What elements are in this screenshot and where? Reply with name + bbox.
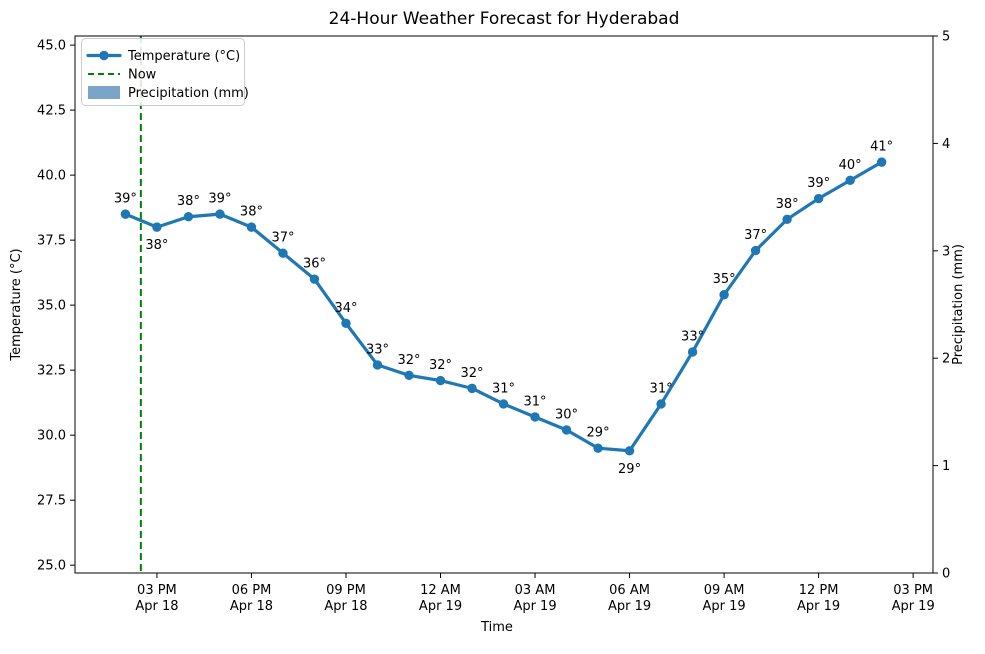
data-point-marker	[372, 360, 383, 370]
legend-item-label: Now	[128, 68, 157, 83]
data-point-marker	[435, 375, 446, 386]
data-point-marker	[152, 222, 162, 232]
point-label: 38°	[177, 194, 200, 209]
y-left-tick-label: 25.0	[37, 559, 66, 574]
x-tick-label-time: 12 AM	[420, 583, 461, 598]
legend-item-label: Temperature (°C)	[127, 49, 240, 64]
y-left-axis-label: Temperature (°C)	[9, 248, 24, 361]
y-left-tick-label: 45.0	[37, 39, 66, 54]
plot-border	[74, 35, 934, 574]
y-right-tick-label: 0	[942, 567, 950, 582]
y-right-tick-label: 3	[942, 244, 950, 259]
point-label: 33°	[366, 342, 389, 357]
data-point-marker	[656, 399, 666, 409]
data-point-marker	[530, 412, 540, 422]
data-point-marker	[215, 209, 225, 219]
data-point-marker	[624, 446, 635, 456]
data-point-marker	[467, 383, 477, 394]
data-point-marker	[561, 425, 572, 435]
y-left-tick-label: 40.0	[37, 169, 66, 184]
y-left-tick-label: 30.0	[37, 429, 66, 444]
x-tick-label-time: 09 AM	[704, 583, 745, 598]
chart-title: 24-Hour Weather Forecast for Hyderabad	[329, 9, 680, 29]
point-label: 34°	[334, 301, 357, 316]
point-label: 31°	[492, 381, 515, 396]
point-label: 29°	[618, 462, 641, 477]
data-point-marker	[309, 274, 320, 284]
x-tick-label-time: 06 AM	[609, 583, 650, 598]
y-left-tick-label: 35.0	[37, 299, 66, 314]
point-label: 40°	[839, 158, 862, 173]
x-tick-label-time: 03 PM	[893, 583, 933, 598]
point-label: 35°	[713, 272, 736, 287]
point-label: 37°	[744, 228, 767, 243]
point-label: 31°	[524, 394, 547, 409]
x-tick-label-time: 12 PM	[799, 583, 839, 598]
point-label: 32°	[397, 353, 420, 368]
point-label: 38°	[776, 197, 799, 212]
x-tick-label-date: Apr 19	[419, 599, 462, 614]
legend: Temperature (°C) Now Precipitation (mm)	[81, 38, 249, 106]
x-tick-label-date: Apr 18	[324, 599, 367, 614]
legend-precipitation-patch-sample	[88, 86, 120, 99]
point-label: 29°	[587, 426, 610, 441]
data-point-marker	[593, 443, 603, 453]
point-label: 31°	[650, 381, 673, 396]
data-point-marker	[498, 399, 509, 409]
point-label: 39°	[807, 176, 830, 191]
data-point-marker	[183, 212, 194, 222]
point-label: 39°	[208, 192, 231, 207]
point-label: 30°	[555, 407, 578, 422]
data-point-marker	[404, 370, 414, 381]
data-point-marker	[278, 248, 288, 258]
point-label: 39°	[114, 192, 137, 207]
legend-marker-sample	[99, 50, 109, 61]
y-right-tick-label: 1	[942, 459, 950, 474]
x-tick-label-time: 09 PM	[326, 583, 366, 598]
data-point-marker	[813, 193, 824, 204]
x-tick-label-time: 03 AM	[515, 583, 556, 598]
x-tick-label-date: Apr 18	[135, 599, 178, 614]
data-point-marker	[782, 214, 792, 225]
plot-area: 25.0 27.5 30.0 32.5 35.0 37.5 40.0 42.5 45.0 0 1 2 3…	[37, 30, 950, 615]
legend-item-label: Precipitation (mm)	[128, 86, 249, 101]
x-tick-label-date: Apr 19	[797, 599, 840, 614]
legend-box	[81, 38, 245, 106]
data-point-marker	[845, 175, 855, 186]
data-point-marker	[341, 318, 351, 329]
x-tick-label-date: Apr 18	[230, 599, 273, 614]
data-point-marker	[876, 157, 887, 167]
data-point-marker	[750, 245, 761, 256]
data-point-marker	[246, 222, 257, 232]
point-label: 33°	[681, 329, 704, 344]
point-label: 38°	[145, 238, 168, 253]
point-label: 36°	[303, 257, 326, 272]
point-label: 41°	[870, 140, 893, 155]
x-tick-label-time: 03 PM	[137, 583, 177, 598]
y-left-tick-label: 37.5	[37, 234, 66, 249]
y-right-tick-label: 2	[942, 352, 950, 367]
x-axis-label: Time	[480, 620, 513, 635]
y-left-tick-label: 32.5	[37, 364, 66, 379]
x-tick-label-date: Apr 19	[513, 599, 556, 614]
x-tick-label-date: Apr 19	[892, 599, 935, 614]
point-label: 32°	[460, 366, 483, 381]
y-left-tick-label: 42.5	[37, 104, 66, 119]
point-label: 37°	[271, 231, 294, 246]
x-tick-label-date: Apr 19	[703, 599, 746, 614]
x-tick-label-date: Apr 19	[608, 599, 651, 614]
y-left-tick-label: 27.5	[37, 494, 66, 509]
y-right-axis-label: Precipitation (mm)	[951, 244, 966, 365]
x-tick-label-time: 06 PM	[232, 583, 272, 598]
point-label: 38°	[240, 205, 263, 220]
point-label: 32°	[429, 358, 452, 373]
y-right-tick-label: 5	[942, 30, 950, 45]
data-point-marker	[687, 347, 698, 357]
data-point-marker	[719, 290, 729, 300]
y-right-tick-label: 4	[942, 137, 950, 152]
data-point-marker	[120, 209, 131, 219]
